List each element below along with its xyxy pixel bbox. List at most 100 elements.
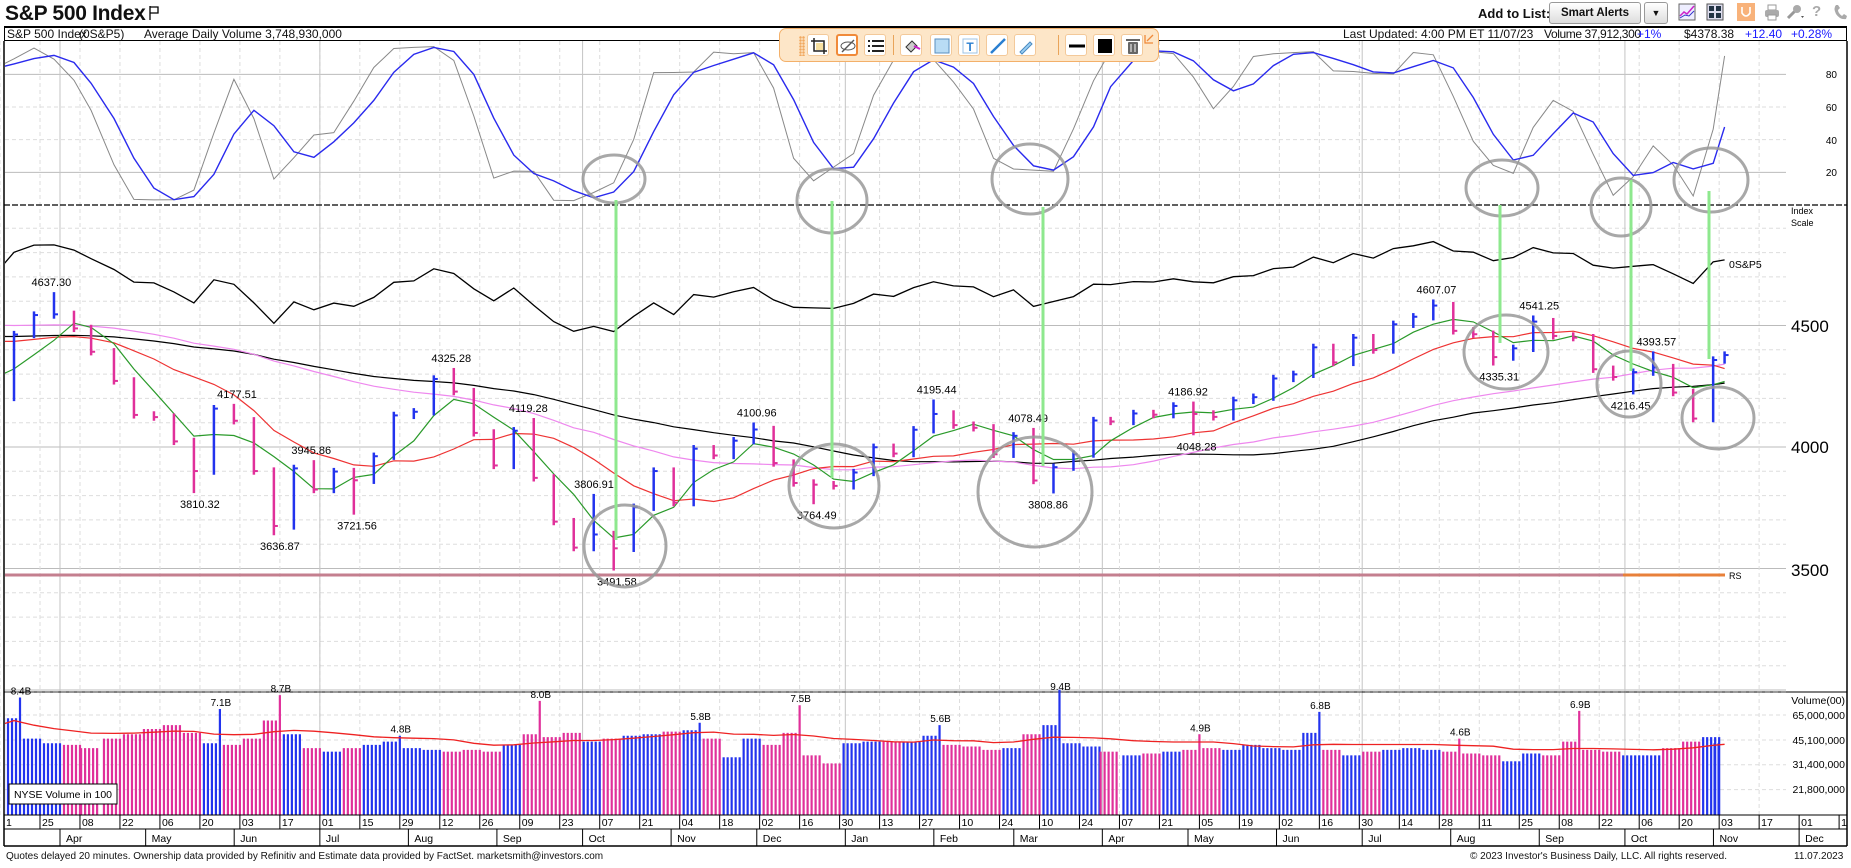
paint-bucket-button[interactable] [900, 34, 922, 56]
annotation-circle [787, 442, 881, 530]
price-label: 3636.87 [260, 541, 300, 553]
help-icon[interactable]: ? [1812, 3, 1822, 20]
layout-grid-icon[interactable] [1706, 3, 1724, 21]
date-tick-label: 09 [522, 817, 534, 829]
text-tool-button[interactable]: T [958, 34, 980, 56]
date-tick-label: 17 [1761, 817, 1773, 829]
date-tick-label: 1 [6, 817, 12, 829]
text-icon: T [962, 38, 978, 54]
volume-axis-label: Volume(00) [1791, 695, 1845, 707]
price-label: 3808.86 [1028, 499, 1068, 511]
date-tick-label: 21 [1161, 817, 1173, 829]
price-label: 4216.45 [1611, 400, 1651, 412]
volume-tick-31m: 31,400,000 [1792, 759, 1845, 771]
volume-tick-45m: 45,100,000 [1792, 735, 1845, 747]
date-tick-label: 17 [282, 817, 294, 829]
ma50-line [5, 330, 1725, 503]
month-label: Jun [1283, 833, 1300, 845]
index-scale-word-1: Index [1791, 206, 1814, 216]
date-tick-label: 1 [1841, 817, 1847, 829]
month-label: Nov [677, 833, 696, 845]
month-label: Aug [414, 833, 433, 845]
chart-type-icon[interactable] [1678, 3, 1696, 21]
nyse-volume-note: NYSE Volume in 100 [8, 783, 118, 805]
delete-button[interactable] [1121, 34, 1143, 56]
volume-peak-label: 4.8B [391, 725, 412, 736]
date-tick-label: 24 [1081, 817, 1093, 829]
fill-color-button[interactable] [1093, 34, 1115, 56]
line-tool-button[interactable] [986, 34, 1008, 56]
add-to-list-label: Add to List: [1478, 6, 1551, 21]
price-label: 4048.28 [1177, 441, 1217, 453]
month-label: Apr [1108, 833, 1125, 845]
annotation-circle [976, 435, 1094, 549]
ma200-line [5, 334, 1725, 464]
svg-text:T: T [966, 40, 974, 54]
drag-handle[interactable] [799, 36, 805, 56]
volume-peak-label: 8.4B [11, 686, 32, 697]
date-tick-label: 30 [1361, 817, 1373, 829]
date-tick-label: 16 [1321, 817, 1333, 829]
wrench-icon[interactable] [1785, 3, 1804, 21]
date-tick-label: 23 [562, 817, 574, 829]
volume-peak-label: 9.4B [1050, 682, 1071, 693]
volume-peak-label: 8.0B [530, 690, 551, 701]
footer-disclaimer: Quotes delayed 20 minutes. Ownership dat… [6, 851, 604, 862]
smart-alerts-button[interactable]: Smart Alerts [1549, 2, 1641, 24]
month-label: Sep [503, 833, 522, 845]
index-scale-label: Index [1791, 206, 1814, 216]
month-label: Jul [326, 833, 339, 845]
date-tick-label: 20 [202, 817, 214, 829]
date-axis: 1 25 08 22 06 20 03 17 01 15 29 12 26 09 23 07 21 04 18 02 1… [3, 814, 1847, 847]
date-tick-label: 12 [442, 817, 454, 829]
date-tick-label: 06 [162, 817, 174, 829]
print-icon[interactable] [1763, 3, 1781, 21]
price-label: 4541.25 [1519, 300, 1559, 312]
price-label: 4177.51 [217, 389, 257, 401]
drawing-toolbar: T [779, 28, 1159, 62]
rectangle-button[interactable] [930, 34, 952, 56]
phone-icon[interactable] [1832, 3, 1850, 21]
price-label: 4607.07 [1417, 284, 1457, 296]
annotations [581, 142, 1756, 589]
hide-annotations-button[interactable] [836, 34, 858, 56]
month-label: Oct [1631, 833, 1647, 845]
price-tick-4500: 4500 [1791, 317, 1829, 336]
date-tick-label: 07 [602, 817, 614, 829]
toolbar-divider-2 [1058, 35, 1059, 55]
stoch-k-line [5, 46, 1726, 202]
stoch-tick-40: 40 [1826, 136, 1838, 147]
volume-value: Volume 37,912,300 [1544, 27, 1641, 41]
highlighter-button[interactable] [1014, 34, 1036, 56]
volume-peak-label: 7.1B [211, 698, 232, 709]
horizontal-line-button[interactable] [1065, 34, 1087, 56]
month-label: Jun [240, 833, 257, 845]
annotation-circle [1680, 385, 1756, 451]
volume-peak-label: 6.8B [1310, 701, 1331, 712]
volume-panel: 8.4B 7.1B 8.7B 4.8B 8.0B 5.8B 7.5B 5.6B 9.4B 4.9B… [5, 682, 1786, 815]
month-label: Sep [1545, 833, 1564, 845]
price-label: 4078.49 [1008, 413, 1048, 425]
flag-icon[interactable] [148, 5, 160, 21]
list-dropdown-button[interactable]: ▼ [1644, 2, 1668, 24]
price-label: 3810.32 [180, 499, 220, 511]
list-button[interactable] [864, 34, 886, 56]
date-tick-label: 06 [1641, 817, 1653, 829]
price-tick-4000: 4000 [1791, 438, 1829, 457]
rs-line [5, 240, 1725, 333]
line-icon [990, 38, 1006, 54]
date-tick-label: 22 [1601, 817, 1613, 829]
annotation-circle [1595, 349, 1663, 419]
month-label: Aug [1457, 833, 1476, 845]
price-label: 4119.28 [509, 403, 548, 415]
volume-peak-label: 4.9B [1190, 723, 1211, 734]
collapse-toolbar-icon[interactable] [1144, 31, 1154, 44]
annotation-circle [581, 153, 647, 205]
price-panel: 4637.30 3810.32 4177.51 3636.87 3945.86 3721.… [5, 240, 1729, 589]
theme-icon[interactable] [1737, 3, 1755, 21]
crop-tool-button[interactable] [807, 34, 829, 56]
date-tick-label: 19 [1241, 817, 1253, 829]
month-label: Apr [66, 833, 83, 845]
price-tick-3500: 3500 [1791, 561, 1829, 580]
